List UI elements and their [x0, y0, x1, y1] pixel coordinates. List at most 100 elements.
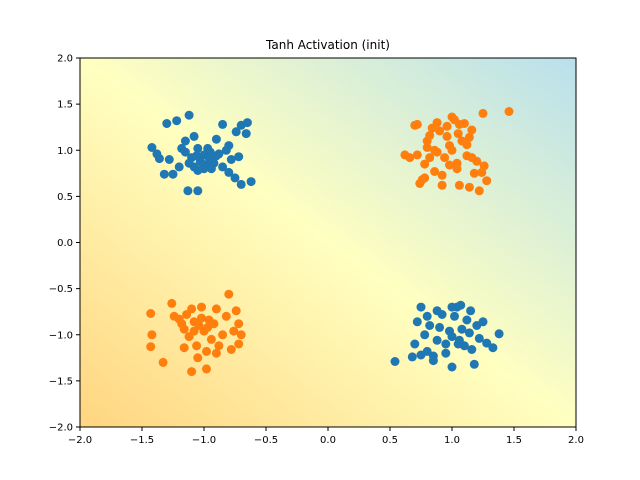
scatter-point-series1: [180, 136, 190, 146]
scatter-point-series1: [466, 306, 476, 316]
scatter-point-series1: [234, 152, 244, 162]
scatter-point-series1: [474, 333, 484, 343]
scatter-point-series2: [147, 330, 157, 340]
x-tick-label: −1.0: [192, 435, 216, 446]
points-layer: [146, 107, 514, 377]
scatter-point-series1: [457, 324, 467, 334]
scatter-point-series2: [482, 176, 492, 186]
chart-title: Tanh Activation (init): [265, 38, 390, 52]
plot-background: [80, 58, 576, 427]
scatter-point-series2: [187, 304, 197, 314]
scatter-point-series2: [224, 289, 234, 299]
scatter-point-series1: [184, 158, 194, 168]
scatter-point-series2: [226, 345, 236, 354]
scatter-point-series1: [432, 306, 442, 316]
scatter-point-series1: [184, 110, 194, 120]
scatter-point-series1: [154, 154, 164, 164]
scatter-point-series1: [453, 339, 463, 349]
scatter-point-series2: [158, 357, 168, 367]
plot-frame: [79, 57, 577, 428]
x-tick-label: −2.0: [68, 435, 92, 446]
scatter-point-series2: [203, 322, 213, 332]
scatter-point-series2: [504, 107, 514, 116]
scatter-point-series1: [218, 162, 228, 172]
scatter-point-series2: [146, 309, 156, 318]
scatter-point-series1: [159, 169, 169, 179]
scatter-point-series1: [246, 177, 256, 187]
scatter-point-series1: [177, 143, 187, 153]
scatter-point-series2: [405, 153, 415, 163]
scatter-point-series2: [234, 319, 244, 329]
scatter-point-series2: [447, 112, 457, 122]
scatter-point-series2: [454, 119, 464, 129]
scatter-point-series1: [464, 328, 474, 338]
scatter-point-series1: [447, 302, 457, 312]
y-tick-label: 1.0: [57, 146, 73, 157]
scatter-point-series1: [192, 151, 202, 161]
scatter-point-series1: [221, 145, 231, 155]
scatter-point-series1: [416, 350, 426, 360]
scatter-point-series1: [230, 173, 240, 183]
scatter-point-series2: [422, 143, 432, 152]
scatter-point-series1: [467, 345, 477, 354]
scatter-point-series1: [441, 348, 451, 358]
y-tick-label: 1.5: [57, 100, 73, 111]
scatter-point-series1: [416, 302, 426, 312]
scatter-point-series1: [226, 155, 236, 164]
ticks-layer: −2.0 −1.5 −1.0 −0.5 0.0 0.5 1.0 1.5 2.0 −2.0 −1.5 −…: [49, 54, 584, 447]
scatter-point-series1: [241, 129, 251, 139]
scatter-point-series2: [469, 168, 479, 178]
scatter-point-series2: [189, 326, 199, 336]
scatter-point-series2: [231, 306, 241, 316]
scatter-point-series1: [164, 155, 174, 164]
scatter-point-series2: [412, 119, 422, 129]
scatter-point-series2: [445, 160, 454, 170]
x-tick-label: 1.0: [444, 435, 460, 446]
scatter-point-series1: [147, 143, 157, 152]
scatter-point-series1: [231, 127, 241, 137]
y-tick-label: 2.0: [57, 54, 73, 65]
scatter-point-series2: [179, 324, 189, 334]
scatter-point-series1: [203, 143, 213, 153]
scatter-point-series1: [204, 153, 214, 163]
scatter-point-series1: [189, 131, 199, 141]
scatter-point-series2: [435, 126, 445, 136]
scatter-point-series1: [407, 352, 417, 362]
scatter-point-series1: [236, 179, 246, 189]
scatter-point-series1: [432, 335, 442, 345]
scatter-point-series2: [425, 153, 435, 163]
scatter-point-series2: [462, 140, 472, 150]
x-tick-label: 0.5: [382, 435, 398, 446]
scatter-point-series2: [464, 182, 474, 192]
scatter-point-series2: [442, 121, 452, 131]
y-tick-label: 0.5: [57, 192, 73, 203]
scatter-point-series2: [179, 343, 189, 353]
scatter-point-series2: [197, 302, 206, 312]
y-tick-label: −1.5: [49, 376, 73, 387]
scatter-point-series2: [440, 153, 450, 163]
scatter-point-series1: [435, 322, 445, 332]
scatter-point-series1: [469, 359, 479, 369]
scatter-point-series2: [430, 167, 440, 176]
scatter-point-series2: [211, 348, 221, 358]
scatter-point-series2: [437, 180, 447, 190]
x-tick-label: 1.5: [506, 435, 522, 446]
scatter-point-series2: [478, 108, 488, 118]
scatter-point-series2: [445, 141, 454, 151]
scatter-point-series1: [198, 159, 208, 169]
y-tick-label: −2.0: [49, 423, 73, 434]
scatter-point-series1: [206, 164, 216, 174]
scatter-point-series1: [211, 134, 221, 144]
scatter-point-series2: [420, 173, 430, 183]
scatter-point-series2: [437, 170, 447, 180]
scatter-point-series2: [474, 186, 484, 196]
scatter-point-series1: [174, 162, 184, 172]
scatter-point-series1: [478, 317, 488, 327]
scatter-point-series2: [452, 158, 462, 168]
scatter-point-series1: [410, 339, 420, 349]
scatter-point-series1: [172, 116, 182, 126]
scatter-point-series1: [441, 339, 451, 349]
scatter-point-series1: [218, 119, 228, 129]
scatter-point-series1: [482, 338, 492, 348]
